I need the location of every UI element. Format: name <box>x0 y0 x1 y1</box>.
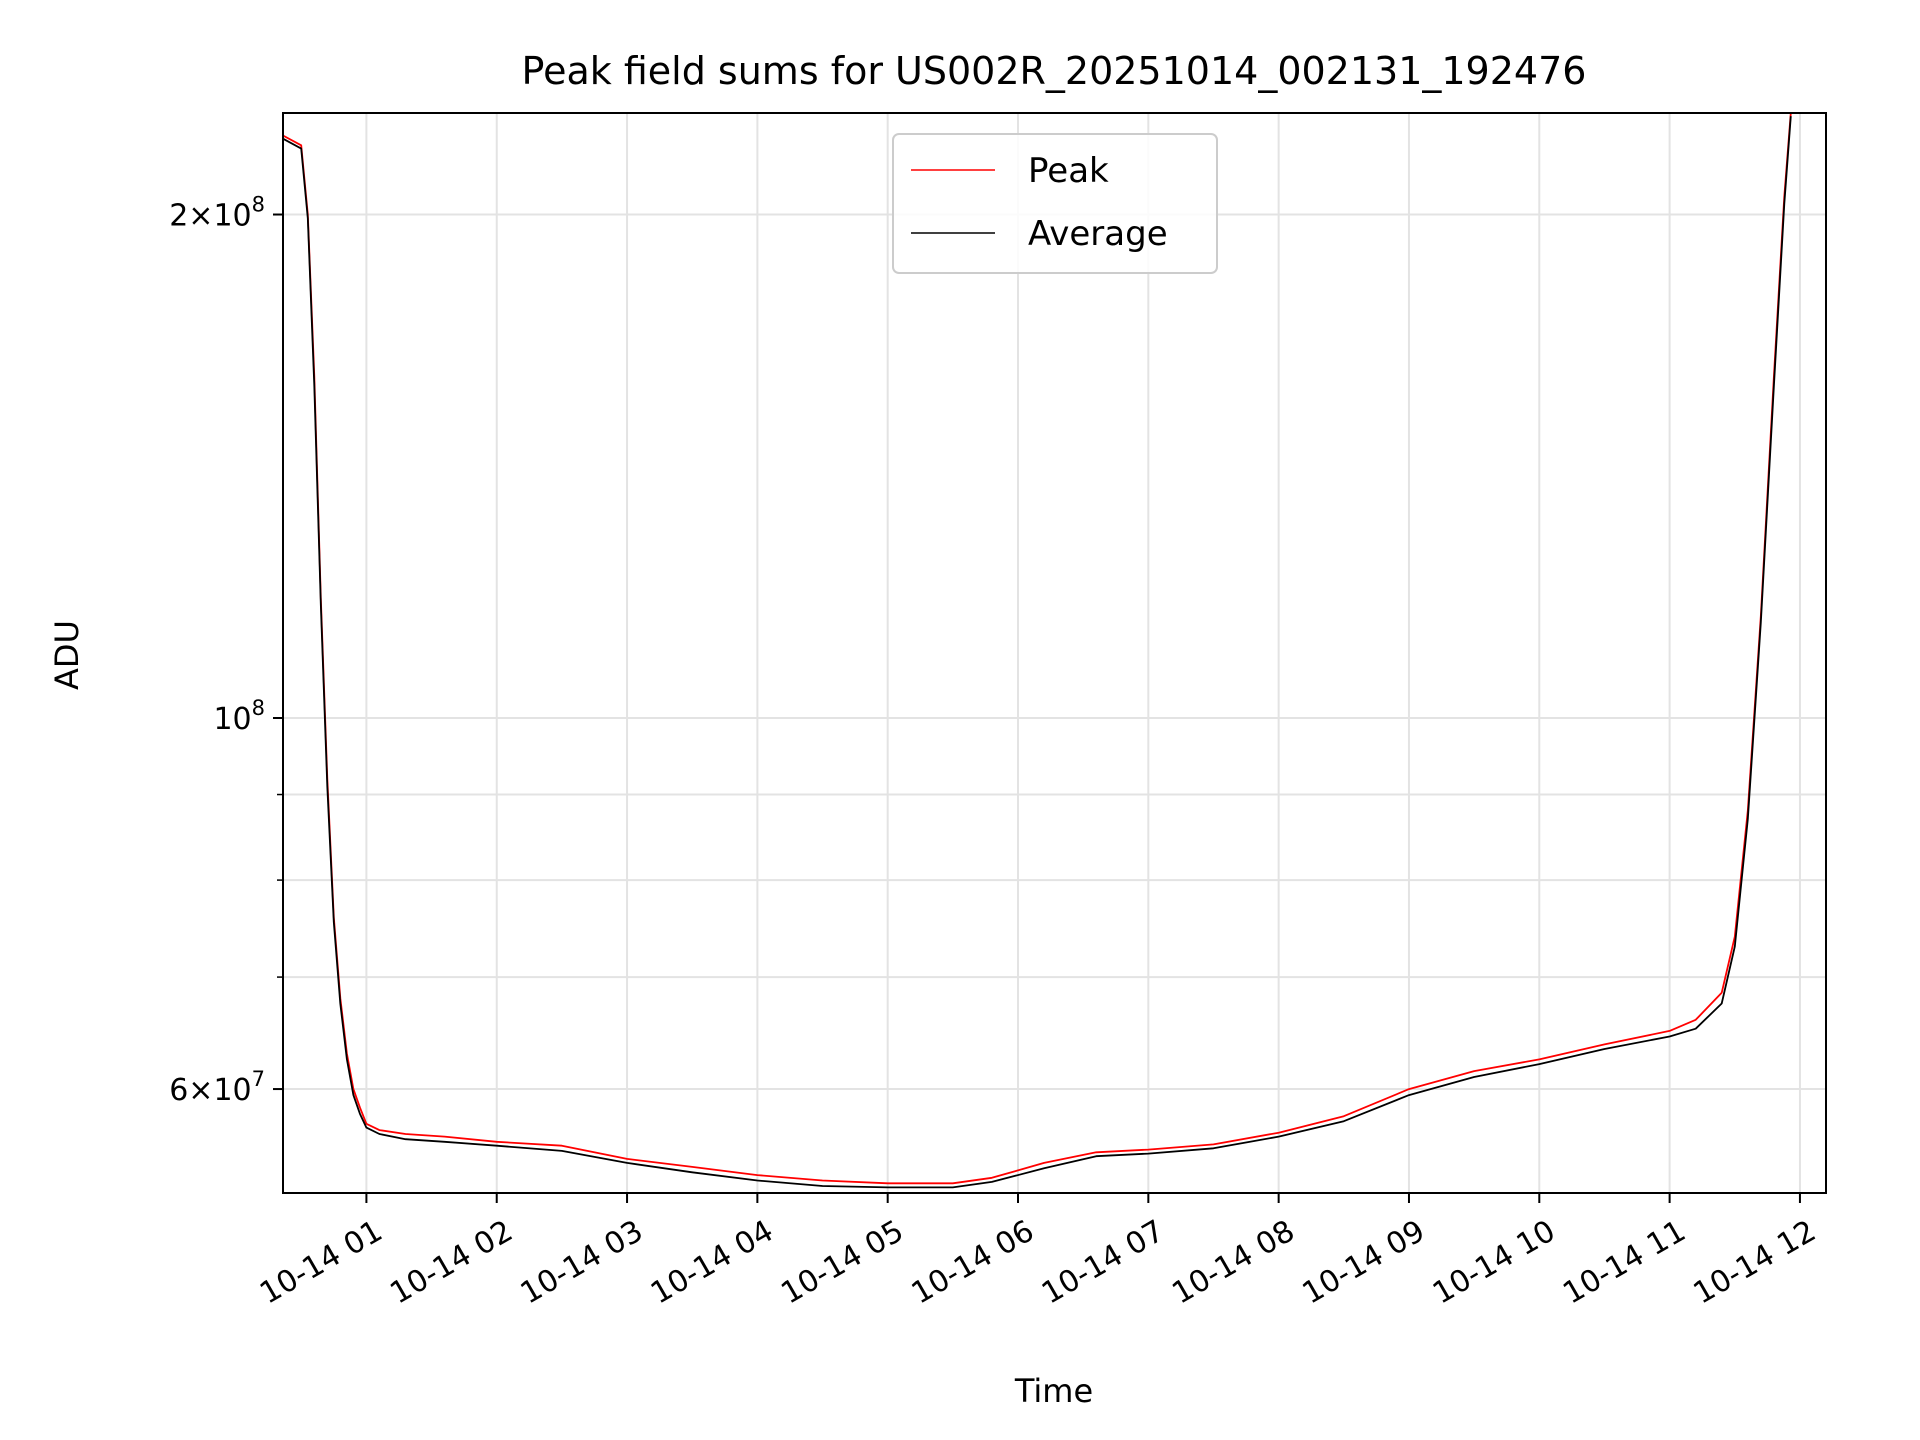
y-tick-label: 108 <box>213 696 265 737</box>
series-layer <box>283 113 1792 1189</box>
plot-frame <box>282 112 1827 1194</box>
x-axis-label: Time <box>1014 1372 1093 1410</box>
y-tick-label: 2×108 <box>169 193 265 234</box>
legend-box <box>892 133 1218 274</box>
legend: Peak Average <box>892 133 1218 274</box>
chart-title: Peak field sums for US002R_20251014_0021… <box>522 49 1587 93</box>
y-tick-label: 6×107 <box>169 1067 265 1108</box>
legend-label-average: Average <box>1028 214 1168 254</box>
y-axis-label: ADU <box>48 620 86 690</box>
legend-label-peak: Peak <box>1028 151 1109 191</box>
series-line-average <box>283 116 1792 1189</box>
